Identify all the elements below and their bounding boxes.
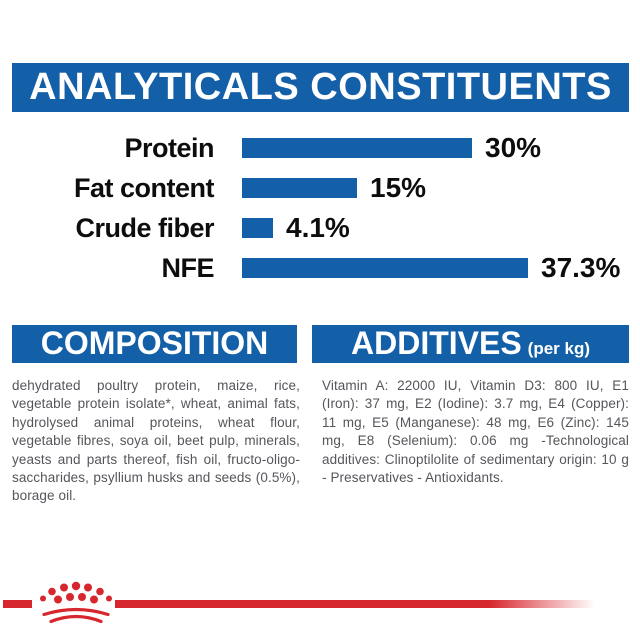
composition-title: COMPOSITION xyxy=(40,325,269,361)
royal-canin-crown-icon xyxy=(40,581,112,624)
additives-body-text: Vitamin A: 22000 IU, Vitamin D3: 800 IU,… xyxy=(322,378,629,486)
chart-row-crude-fiber: Crude fiber 4.1% xyxy=(0,208,640,248)
chart-category-label: NFE xyxy=(161,252,215,283)
chart-value-label: 30% xyxy=(485,132,542,163)
additives-header-band: ADDITIVES (per kg) xyxy=(312,325,629,363)
footer-red-dash xyxy=(3,600,32,608)
footer-red-stripe xyxy=(115,600,595,608)
chart-value-label: 37.3% xyxy=(541,252,621,283)
chart-value-label: 15% xyxy=(370,172,427,203)
chart-bar xyxy=(242,178,357,198)
chart-row-fat-content: Fat content 15% xyxy=(0,168,640,208)
composition-body-text: dehydrated poultry protein, maize, rice,… xyxy=(12,378,300,504)
chart-row-protein: Protein 30% xyxy=(0,128,640,168)
additives-per-kg-label: (per kg) xyxy=(527,339,591,358)
chart-category-label: Fat content xyxy=(74,172,215,203)
chart-row-nfe: NFE 37.3% xyxy=(0,248,640,288)
chart-category-label: Protein xyxy=(124,132,214,163)
chart-bar xyxy=(242,138,472,158)
chart-value-label: 4.1% xyxy=(286,212,350,243)
chart-bar xyxy=(242,258,528,278)
chart-category-label: Crude fiber xyxy=(75,212,214,243)
analyticals-title: ANALYTICALS CONSTITUENTS xyxy=(29,66,612,108)
composition-header-band: COMPOSITION xyxy=(12,325,297,363)
analyticals-bar-chart: Protein 30% Fat content 15% Crude fiber … xyxy=(0,128,640,288)
chart-bar xyxy=(242,218,273,238)
additives-title: ADDITIVES xyxy=(350,325,522,361)
analyticals-header-band: ANALYTICALS CONSTITUENTS xyxy=(12,63,629,112)
